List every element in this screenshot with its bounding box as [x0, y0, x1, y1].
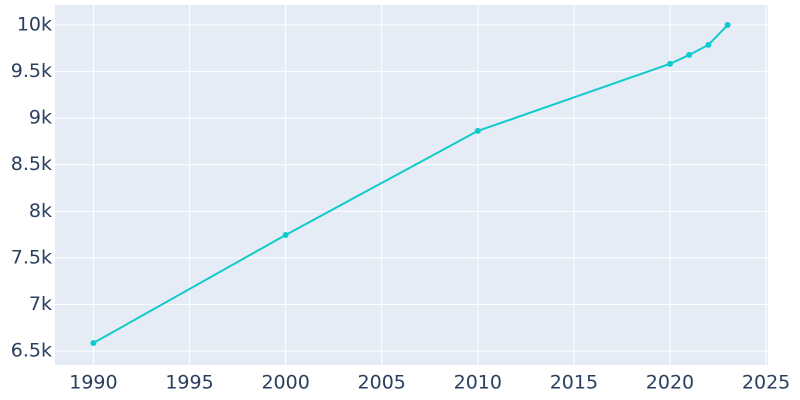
y-tick-label: 7k	[29, 293, 52, 315]
x-tick-label: 2000	[261, 372, 309, 394]
y-tick-label: 10k	[17, 14, 52, 36]
x-tick-label: 2005	[358, 372, 406, 394]
x-tick-label: 2010	[454, 372, 502, 394]
plot-area	[55, 5, 768, 365]
point	[474, 127, 481, 134]
y-tick-label: 8k	[29, 200, 52, 222]
point	[666, 60, 673, 67]
point	[282, 231, 289, 238]
y-tick-label: 7.5k	[11, 246, 52, 268]
y-tick-label: 9k	[29, 107, 52, 129]
y-tick-label: 9.5k	[11, 60, 52, 82]
x-tick-label: 2020	[646, 372, 694, 394]
x-tick-label: 1990	[69, 372, 117, 394]
y-tick-label: 6.5k	[11, 340, 52, 362]
y-tick-label: 8.5k	[11, 153, 52, 175]
x-tick-label: 2015	[550, 372, 598, 394]
point	[90, 340, 97, 347]
point	[705, 41, 712, 48]
x-tick-label: 1995	[165, 372, 213, 394]
point	[724, 22, 731, 29]
point	[686, 51, 693, 58]
x-tick-label: 2025	[742, 372, 790, 394]
